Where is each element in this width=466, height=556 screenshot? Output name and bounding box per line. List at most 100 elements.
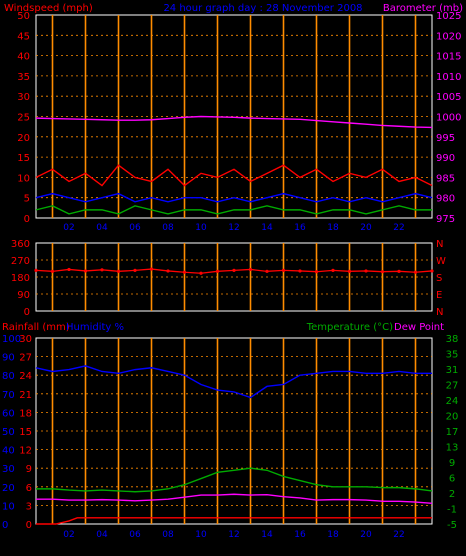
humidity-tick-label: 30 <box>2 464 15 475</box>
x-tick-label: 12 <box>228 530 239 540</box>
left-tick-label: 270 <box>11 256 30 267</box>
x-tick-label: 12 <box>228 223 239 233</box>
left-tick-label: 15 <box>17 153 30 164</box>
temperature-tick-label: -1 <box>447 505 457 516</box>
direction-point <box>413 270 418 274</box>
series-humidity- <box>35 365 432 399</box>
right-tick-label: 980 <box>436 194 455 205</box>
rainfall-tick-label: 18 <box>19 408 32 419</box>
rainfall-tick-label: 9 <box>26 464 32 475</box>
temperature-humidity-plot: 0369121518212427300102030405060708090100… <box>2 334 458 540</box>
direction-point <box>380 270 385 274</box>
direction-point <box>364 269 368 273</box>
x-tick-label: 04 <box>96 223 108 233</box>
humidity-tick-label: 100 <box>2 334 21 345</box>
rainfall-tick-label: 3 <box>26 501 32 512</box>
humidity-tick-label: 70 <box>2 390 15 401</box>
x-tick-label: 18 <box>327 530 339 540</box>
temperature-tick-label: 13 <box>446 443 459 454</box>
left-tick-label: 0 <box>24 214 30 225</box>
x-tick-label: 14 <box>261 223 273 233</box>
direction-point <box>248 267 253 272</box>
left-tick-label: 35 <box>17 72 30 83</box>
temperature-tick-label: 20 <box>446 412 459 423</box>
temperature-axis-title: Temperature (°C) <box>306 322 393 333</box>
direction-point <box>232 268 236 272</box>
x-tick-label: 16 <box>294 530 306 540</box>
direction-point <box>331 268 335 272</box>
right-tick-label: 995 <box>436 133 455 144</box>
rainfall-tick-label: 21 <box>19 390 32 401</box>
rainfall-axis-title: Rainfall (mm) <box>2 322 70 333</box>
direction-point <box>83 269 88 273</box>
humidity-tick-label: 80 <box>2 371 15 382</box>
temperature-tick-label: 35 <box>446 350 459 361</box>
left-tick-label: 50 <box>17 11 30 22</box>
right-tick-label: 1005 <box>436 92 461 103</box>
x-tick-label: 16 <box>294 223 306 233</box>
series-gust <box>35 164 433 187</box>
direction-point <box>265 269 269 273</box>
rainfall-tick-label: 0 <box>26 520 32 531</box>
direction-point <box>133 268 137 272</box>
left-tick-label: 25 <box>17 113 30 124</box>
temperature-tick-label: 38 <box>446 334 459 345</box>
humidity-tick-label: 60 <box>2 408 15 419</box>
left-tick-label: 360 <box>11 239 30 250</box>
rainfall-tick-label: 27 <box>19 353 32 364</box>
left-tick-label: 0 <box>24 307 30 318</box>
x-tick-label: 10 <box>195 530 207 540</box>
series-rainfall-mm- <box>36 517 432 525</box>
direction-point <box>430 269 434 273</box>
humidity-tick-label: 40 <box>2 446 15 457</box>
left-tick-label: 30 <box>17 92 30 103</box>
x-tick-label: 14 <box>261 530 273 540</box>
direction-point <box>182 270 187 274</box>
x-tick-label: 06 <box>129 530 141 540</box>
x-tick-label: 02 <box>63 223 74 233</box>
right-tick-label: 1025 <box>436 11 461 22</box>
left-tick-label: 45 <box>17 31 30 42</box>
left-tick-label: 5 <box>24 194 30 205</box>
rainfall-tick-label: 12 <box>19 446 32 457</box>
wind-barometer-plot: 0510152025303540455097598098599099510001… <box>17 11 461 233</box>
x-tick-label: 08 <box>162 530 174 540</box>
temperature-tick-label: 24 <box>446 396 459 407</box>
x-tick-label: 02 <box>63 530 74 540</box>
humidity-axis-title: Humidity % <box>66 322 124 333</box>
direction-point <box>397 269 401 273</box>
temperature-tick-label: 27 <box>446 381 459 392</box>
right-tick-label: 985 <box>436 173 455 184</box>
x-tick-label: 22 <box>393 530 404 540</box>
humidity-tick-label: 20 <box>2 483 15 494</box>
direction-point <box>298 269 302 273</box>
right-tick-label: 1010 <box>436 72 461 83</box>
series-temperature-c- <box>36 467 433 493</box>
compass-tick-label: S <box>436 273 442 284</box>
x-tick-label: 08 <box>162 223 174 233</box>
direction-point <box>116 269 121 273</box>
direction-point <box>100 268 104 272</box>
direction-point <box>347 269 352 273</box>
direction-point <box>50 269 55 273</box>
left-tick-label: 10 <box>17 173 30 184</box>
direction-point <box>199 271 203 275</box>
series-average <box>35 192 433 203</box>
right-tick-label: 990 <box>436 153 455 164</box>
compass-tick-label: N <box>436 307 443 318</box>
right-tick-label: 1000 <box>436 113 461 124</box>
compass-tick-label: N <box>436 239 443 250</box>
direction-point <box>67 267 71 272</box>
wind-axis-title: Windspeed (mph) <box>4 3 93 14</box>
left-tick-label: 40 <box>17 52 30 63</box>
temperature-tick-label: -5 <box>447 520 457 531</box>
x-tick-label: 22 <box>393 223 404 233</box>
direction-point <box>166 269 170 273</box>
humidity-tick-label: 0 <box>2 520 8 531</box>
chart-title: 24 hour graph day : 28 November 2008 <box>163 3 362 14</box>
x-tick-label: 18 <box>327 223 339 233</box>
left-tick-label: 180 <box>11 273 30 284</box>
direction-point <box>281 268 286 272</box>
